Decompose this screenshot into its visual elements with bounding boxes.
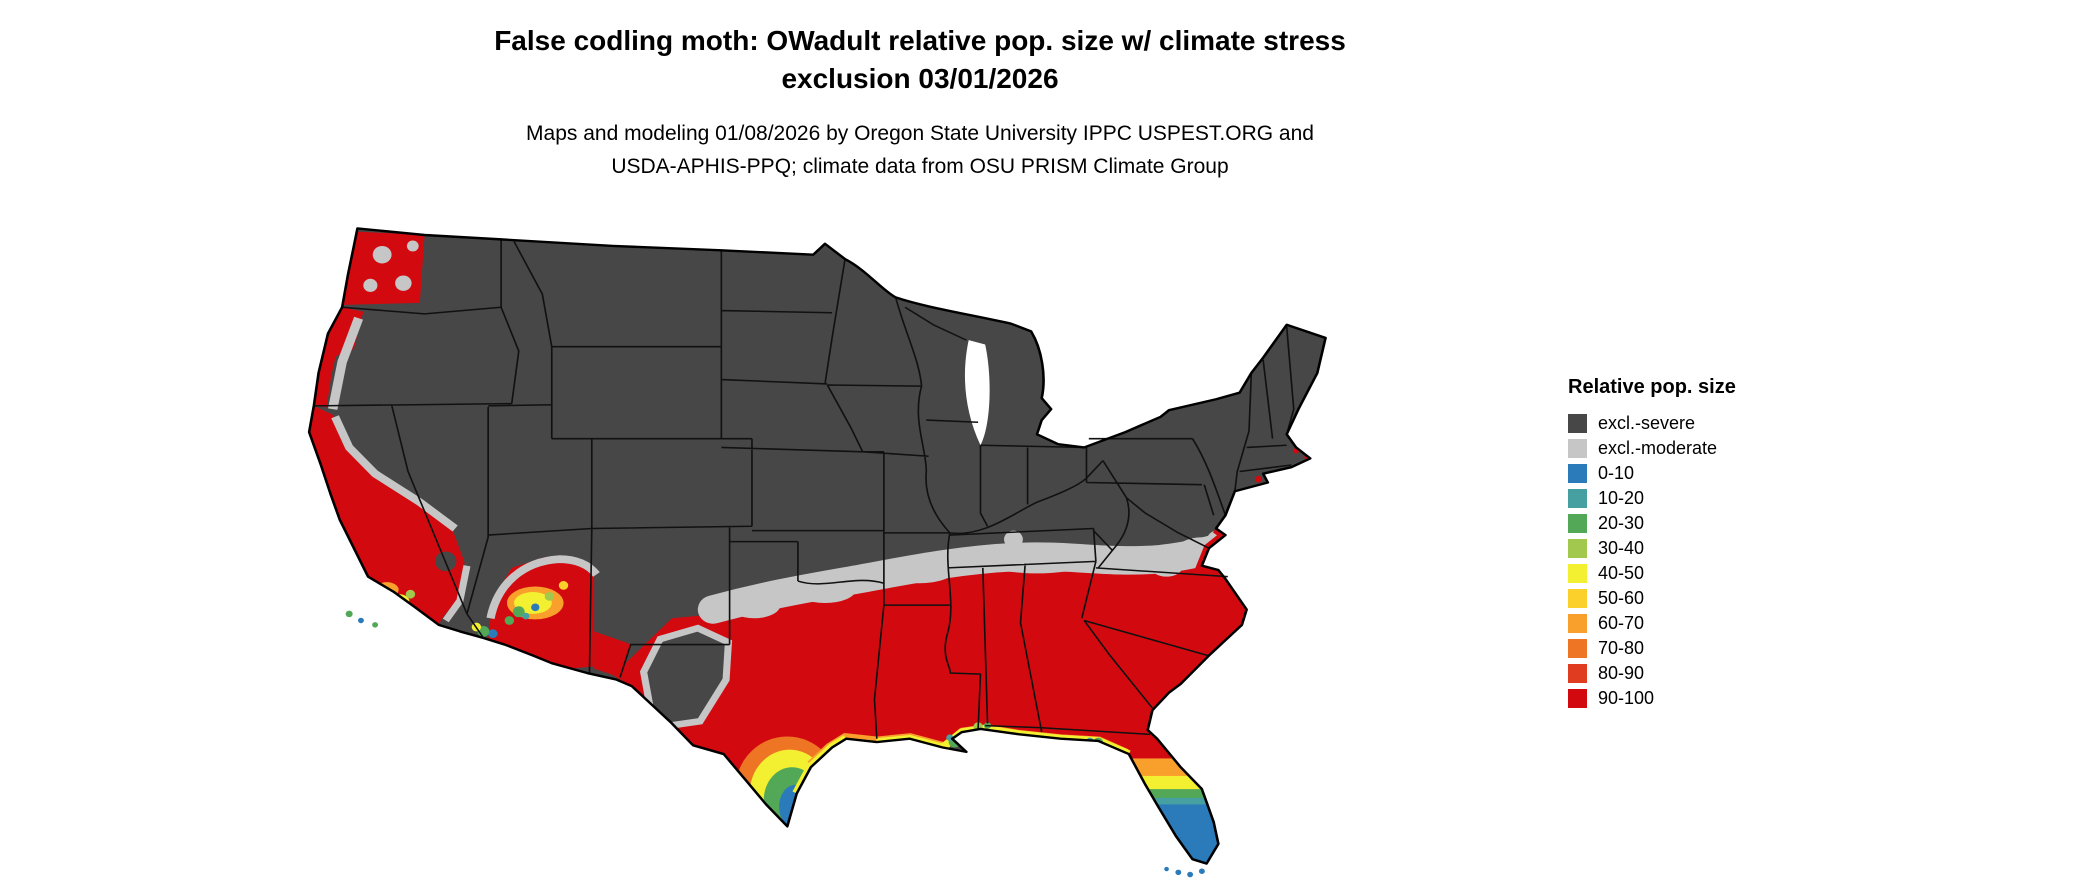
state-borders (313, 239, 1295, 739)
legend-item: 70-80 (1568, 636, 1736, 661)
legend-items: excl.-severe excl.-moderate 0-10 10-20 20-30… (1568, 411, 1736, 711)
islands-and-keys (345, 610, 1205, 878)
region-bigbend-gray (639, 624, 733, 730)
legend-swatch (1568, 539, 1587, 558)
us-map-svg (307, 227, 1327, 878)
legend-label: excl.-moderate (1598, 438, 1718, 458)
legend-swatch (1568, 489, 1587, 508)
legend-label: 90-100 (1598, 688, 1655, 708)
legend-swatch (1568, 414, 1587, 433)
map-raster-layers (309, 228, 1326, 864)
legend-swatch (1568, 564, 1587, 583)
legend-label: 10-20 (1598, 488, 1645, 508)
legend-label: 70-80 (1598, 638, 1645, 658)
legend-label: 60-70 (1598, 613, 1645, 633)
legend-item: 30-40 (1568, 536, 1736, 561)
us-outline (307, 227, 1327, 865)
legend-label: 0-10 (1598, 463, 1635, 483)
legend-swatch (1568, 589, 1587, 608)
legend: Relative pop. size excl.-severe excl.-mod… (1568, 376, 1736, 711)
legend-swatch (1568, 664, 1587, 683)
legend-item: 20-30 (1568, 511, 1736, 536)
figure-subtitle: Maps and modeling 01/08/2026 by Oregon S… (526, 122, 1314, 178)
legend-label: excl.-severe (1598, 413, 1696, 433)
legend-item: 50-60 (1568, 586, 1736, 611)
legend-label: 30-40 (1598, 538, 1645, 558)
legend-item: excl.-severe (1568, 411, 1736, 436)
legend-swatch (1568, 614, 1587, 633)
legend-label: 40-50 (1598, 563, 1645, 583)
figure-title: False codling moth: OWadult relative pop… (494, 25, 1346, 94)
legend-swatch (1568, 689, 1587, 708)
lake-michigan (964, 340, 990, 446)
region-arizona (471, 555, 632, 678)
legend-swatch (1568, 464, 1587, 483)
legend-item: 80-90 (1568, 661, 1736, 686)
legend-item: 40-50 (1568, 561, 1736, 586)
legend-item: 90-100 (1568, 686, 1736, 711)
us-map (295, 212, 1355, 880)
legend-label: 20-30 (1598, 513, 1645, 533)
legend-swatch (1568, 439, 1587, 458)
legend-item: excl.-moderate (1568, 436, 1736, 461)
legend-title: Relative pop. size (1568, 376, 1736, 398)
legend-swatch (1568, 639, 1587, 658)
legend-item: 60-70 (1568, 611, 1736, 636)
legend-item: 0-10 (1568, 461, 1736, 486)
region-washington-red (337, 230, 425, 306)
legend-label: 50-60 (1598, 588, 1645, 608)
legend-swatch (1568, 514, 1587, 533)
legend-item: 10-20 (1568, 486, 1736, 511)
legend-label: 80-90 (1598, 663, 1645, 683)
